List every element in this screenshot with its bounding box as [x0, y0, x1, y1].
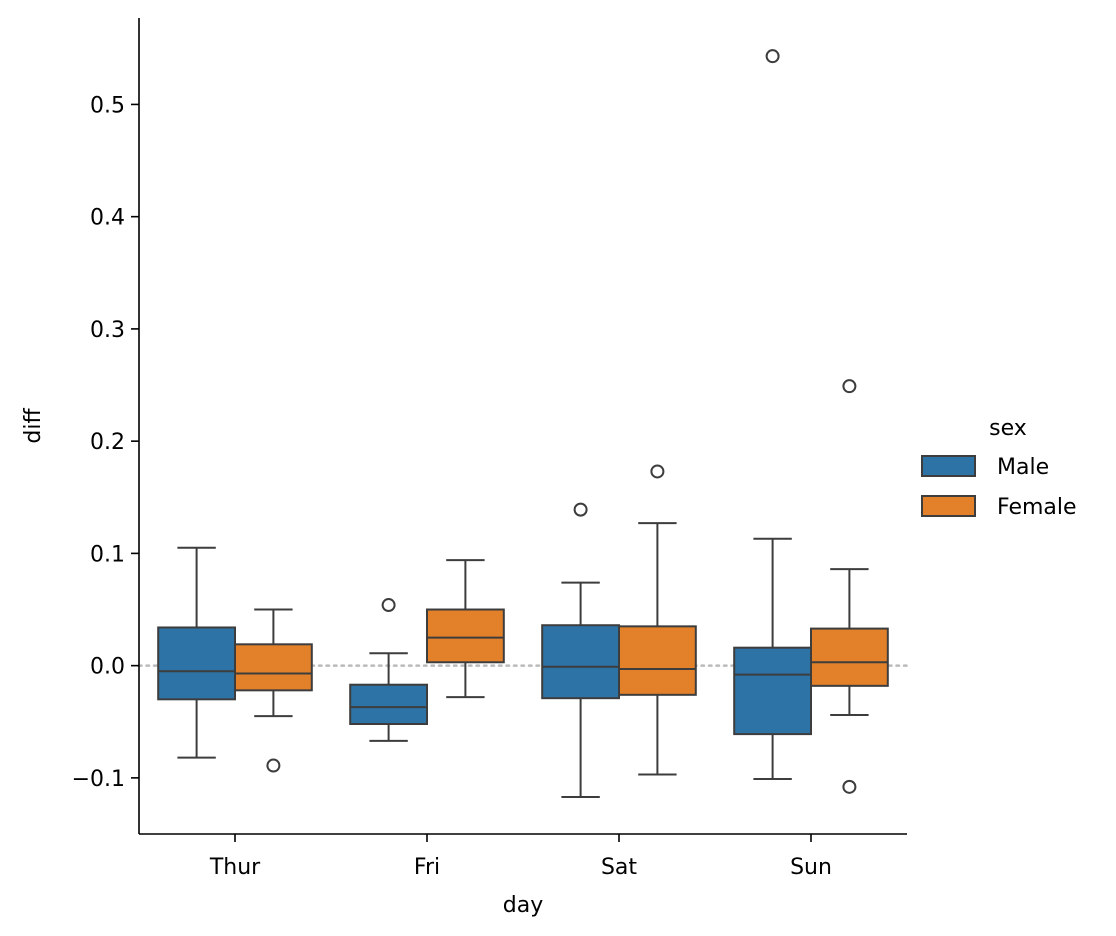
y-tick-label: 0.3	[90, 318, 125, 343]
legend-label-male: Male	[997, 455, 1049, 480]
box-female-fri	[426, 559, 505, 699]
x-tick-label: Thur	[209, 855, 261, 880]
box-male-fri	[349, 598, 429, 742]
y-tick-label: 0.1	[90, 542, 125, 567]
x-tick-label: Sun	[790, 855, 832, 880]
outlier-point	[650, 464, 665, 479]
outlier-point	[842, 379, 857, 394]
outlier-point	[573, 502, 588, 517]
y-tick-label: 0.4	[90, 206, 125, 231]
legend-title: sex	[989, 416, 1027, 441]
legend-swatch-male	[921, 455, 976, 477]
box-male-thur	[157, 546, 236, 759]
box-male-sat	[541, 502, 621, 798]
y-tick-label: 0.2	[90, 430, 125, 455]
outlier-point	[381, 598, 396, 613]
x-tick-label: Fri	[414, 855, 440, 880]
outlier-point	[842, 779, 857, 794]
box-iqr	[618, 625, 697, 696]
x-tick-label: Sat	[601, 855, 637, 880]
box-iqr	[234, 643, 313, 692]
box-female-thur	[234, 608, 313, 773]
box-iqr	[810, 627, 889, 687]
x-axis-label: day	[503, 893, 543, 918]
box-iqr	[426, 608, 505, 664]
y-axis-label: diff	[21, 408, 46, 444]
outlier-point	[266, 758, 281, 773]
y-tick-label: −0.1	[72, 767, 125, 792]
outlier-point	[765, 49, 780, 64]
legend-label-female: Female	[997, 495, 1077, 520]
y-tick-label: 0.5	[90, 93, 125, 118]
box-iqr	[733, 646, 813, 736]
y-tick-label: 0.0	[90, 655, 125, 680]
box-iqr	[541, 624, 621, 700]
box-iqr	[157, 626, 236, 701]
box-female-sat	[618, 464, 697, 776]
legend-swatch-female	[921, 495, 976, 517]
box-iqr	[349, 683, 429, 726]
box-male-sun	[733, 49, 813, 781]
box-female-sun	[810, 379, 889, 794]
